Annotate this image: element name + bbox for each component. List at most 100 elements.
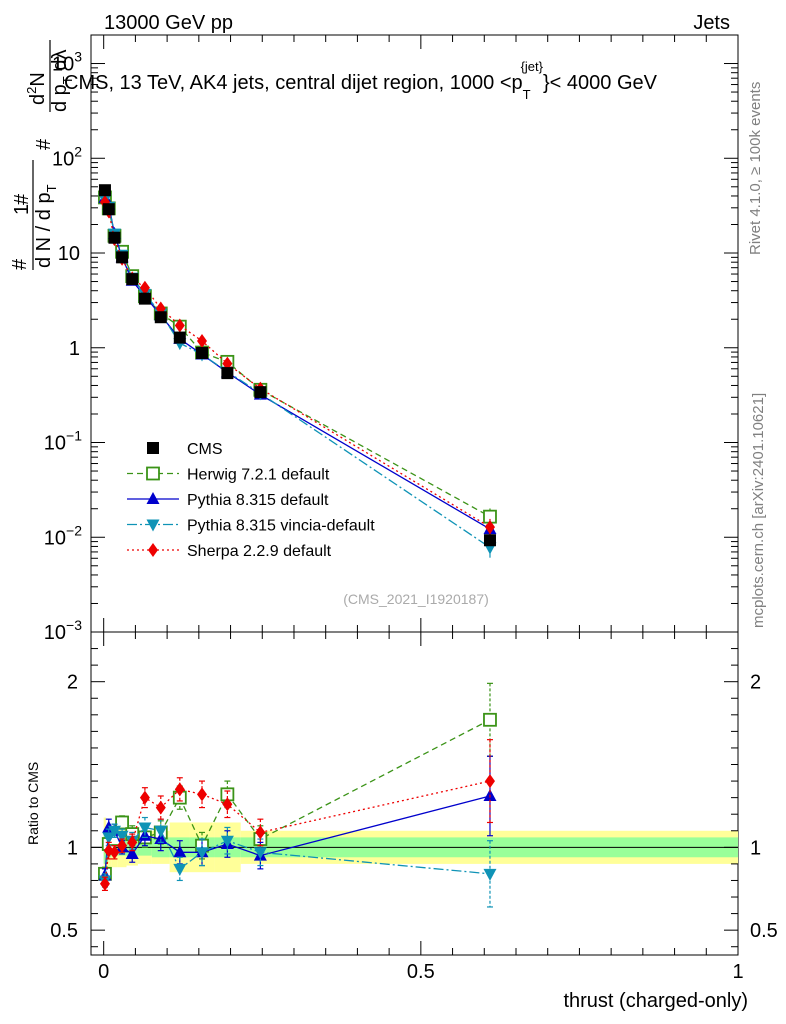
y-tick-label: 10 [58, 243, 80, 265]
y-tick-label: 102 [52, 143, 82, 170]
ratio-point-pythia-8-315-vincia-default [220, 835, 234, 848]
point-cms [196, 347, 209, 360]
y-tick-label: 103 [52, 49, 82, 76]
ratio-point-sherpa-2-2-9-default [139, 790, 150, 805]
ratio-line-herwig-7-2-1-default [104, 719, 491, 874]
ratio-point-pythia-8-315-default [154, 832, 168, 845]
ratio-y-tick-label-right: 0.5 [750, 920, 778, 942]
y-tick-label: 1 [69, 338, 80, 360]
plot-title: CMS, 13 TeV, AK4 jets, central dijet reg… [64, 59, 658, 102]
ratio-point-sherpa-2-2-9-default [127, 835, 138, 850]
y-tick-label: 10−3 [44, 617, 82, 644]
legend-marker-pythia-8-315-vincia-default [146, 519, 160, 532]
ratio-point-sherpa-2-2-9-default [99, 876, 110, 891]
ratio-point-sherpa-2-2-9-default [197, 787, 208, 802]
point-cms [254, 386, 267, 399]
ratio-point-sherpa-2-2-9-default [109, 845, 120, 860]
ylabel-frac-bottom: d N / d pT [33, 184, 59, 268]
ylabel-outer-n: N [27, 72, 49, 86]
point-cms [221, 367, 234, 380]
title-sub: T [523, 87, 531, 102]
series-pythia-8-315-default [98, 190, 497, 540]
point-cms [116, 251, 129, 264]
ratio-series-pythia-8-315-vincia-default [98, 816, 497, 908]
ratio-line-sherpa-2-2-9-default [104, 780, 491, 884]
ratio-point-pythia-8-315-vincia-default [102, 832, 116, 845]
point-sherpa-2-2-9-default [139, 280, 150, 295]
ratio-point-herwig-7-2-1-default [115, 815, 129, 830]
legend-marker-cms [147, 442, 159, 454]
ratio-point-pythia-8-315-vincia-default [138, 822, 152, 835]
ratio-point-pythia-8-315-vincia-default [154, 825, 168, 838]
ratio-y-tick-label-right: 2 [750, 672, 761, 694]
series-cms [98, 184, 496, 547]
ylabel-one: 1 [11, 204, 33, 215]
ylabel-hash-left: # [9, 258, 31, 270]
point-cms [138, 292, 151, 305]
legend-label-herwig-7-2-1-default: Herwig 7.2.1 default [187, 467, 330, 484]
title-post: }< 4000 GeV [543, 72, 658, 94]
series-sherpa-2-2-9-default [99, 195, 495, 538]
rivet-label: Rivet 4.1.0, ≥ 100k events [747, 82, 764, 255]
main-series-group [98, 184, 497, 558]
x-tick-label: 1 [732, 961, 743, 983]
main-ylabel: # 1 # d N / d pT # d2N d pT dλ [9, 40, 75, 270]
legend-marker-herwig-7-2-1-default [146, 466, 160, 481]
point-sherpa-2-2-9-default [197, 333, 208, 348]
legend-label-pythia-8-315-default: Pythia 8.315 default [187, 492, 329, 509]
ylabel-outer-sup: 2 [24, 87, 39, 94]
ratio-point-pythia-8-315-vincia-default [195, 847, 209, 860]
ylabel-outer-dp: d p [49, 84, 71, 112]
ylabel-outer-d: d [27, 94, 49, 105]
legend-label-sherpa-2-2-9-default: Sherpa 2.2.9 default [187, 543, 332, 560]
y-tick-label: 10−1 [44, 428, 82, 455]
legend: CMS Herwig 7.2.1 default Pythia 8.315 defa… [127, 441, 375, 560]
ratio-y-tick-label-left: 1 [67, 837, 78, 859]
analysis-id: (CMS_2021_I1920187) [343, 591, 489, 607]
title-sup: {jet} [521, 59, 544, 74]
ylabel-outer-dl: dλ [49, 50, 71, 77]
header-right: Jets [693, 12, 730, 34]
ylabel-outer-sub: T [60, 76, 75, 84]
legend-marker-pythia-8-315-default [146, 492, 160, 504]
legend-label-cms: CMS [187, 441, 223, 458]
ratio-series-sherpa-2-2-9-default [99, 739, 495, 892]
x-tick-label: 0.5 [407, 961, 435, 983]
ratio-point-sherpa-2-2-9-default [155, 800, 166, 815]
y-tick-label: 10−2 [44, 522, 82, 549]
point-cms [98, 184, 111, 197]
ratio-point-pythia-8-315-default [125, 846, 139, 859]
ratio-y-tick-label-right: 1 [750, 837, 761, 859]
mcplots-label: mcplots.cern.ch [arXiv:2401.10621] [750, 393, 767, 628]
ratio-point-pythia-8-315-vincia-default [173, 863, 187, 876]
point-sherpa-2-2-9-default [484, 520, 495, 535]
ratio-point-pythia-8-315-vincia-default [483, 868, 497, 881]
point-sherpa-2-2-9-default [174, 318, 185, 333]
point-cms [483, 534, 496, 547]
x-tick-label: 0 [98, 961, 109, 983]
ratio-point-sherpa-2-2-9-default [484, 774, 495, 789]
ratio-point-pythia-8-315-vincia-default [253, 847, 267, 860]
ylabel-outer-bottom: d pT dλ [49, 50, 75, 112]
ratio-point-herwig-7-2-1-default [483, 712, 497, 727]
ratio-plot-frame [90, 631, 739, 956]
ylabel-frac-bottom-a: d N / d p [33, 192, 55, 268]
x-axis-label: thrust (charged-only) [563, 990, 748, 1012]
legend-marker-sherpa-2-2-9-default [148, 543, 158, 557]
point-cms [173, 331, 186, 344]
point-cms [108, 231, 121, 244]
ratio-y-tick-label-left: 0.5 [50, 920, 78, 942]
ylabel-outer-top: d2N [24, 72, 49, 105]
title-pre: CMS, 13 TeV, AK4 jets, central dijet reg… [64, 72, 523, 94]
ratio-point-sherpa-2-2-9-default [255, 825, 266, 840]
ratio-y-tick-label-left: 2 [67, 672, 78, 694]
point-cms [126, 273, 139, 286]
ratio-point-sherpa-2-2-9-default [222, 797, 233, 812]
point-cms [102, 203, 115, 216]
ratio-series-group [98, 682, 497, 908]
ylabel-hash-top: # [11, 193, 33, 205]
ylabel-frac-bottom-b: T [44, 184, 59, 192]
point-cms [154, 311, 167, 324]
